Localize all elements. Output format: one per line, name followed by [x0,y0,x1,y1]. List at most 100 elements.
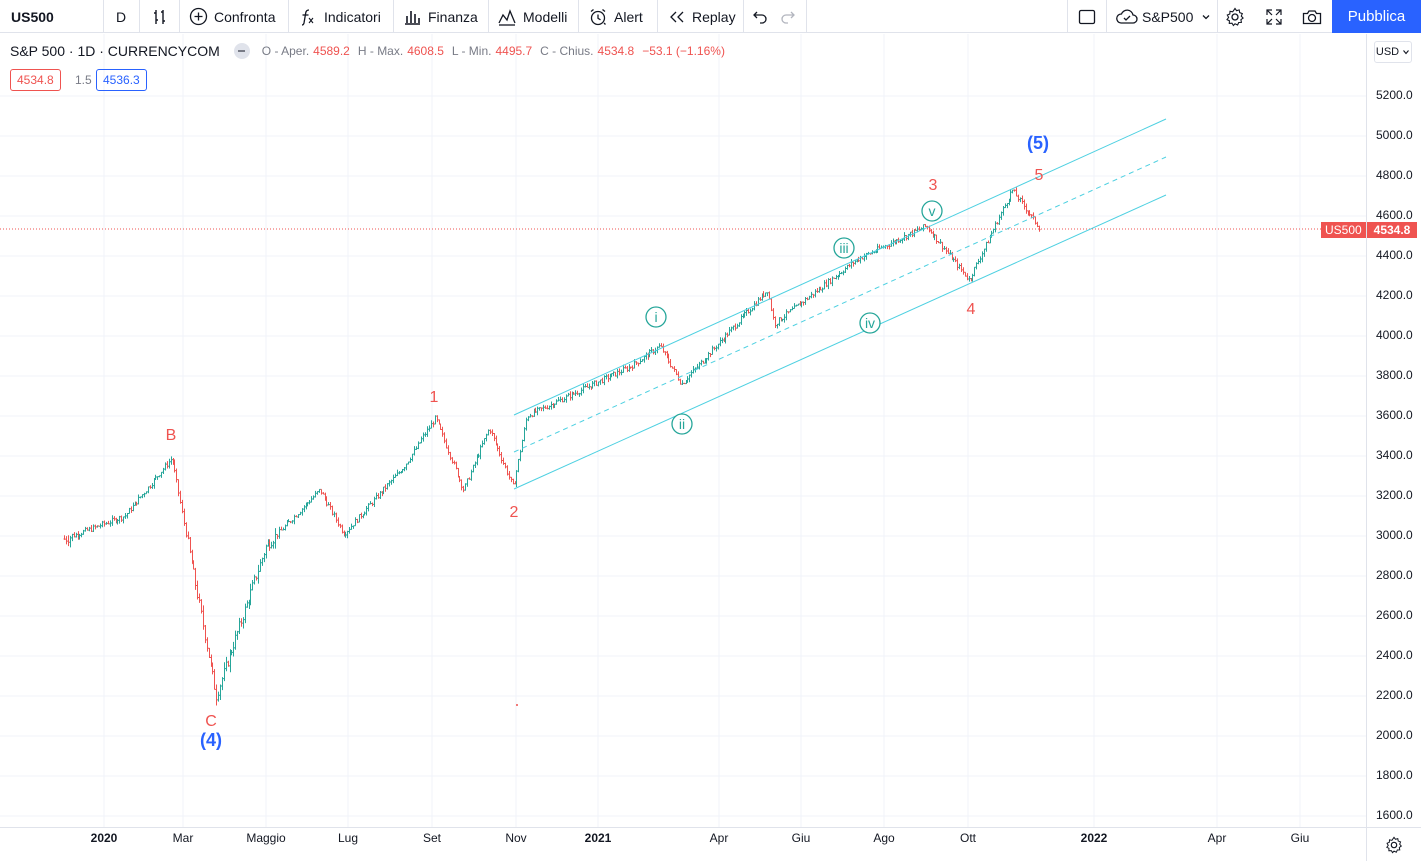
wave-label-(4): (4) [200,730,222,750]
time-tick-label: Lug [337,831,359,845]
high-value: 4608.5 [407,44,444,58]
rewind-icon [670,11,684,22]
alert-button[interactable]: Alert [588,0,643,33]
price-axis[interactable]: 5200.0 5000.0 4800.0 4600.0 4400.0 4200.0 4000… [1366,34,1421,827]
price-tick-label: 4200.0 [1376,288,1413,302]
wave-label-B: B [166,427,177,444]
symbol-name: US500 [11,8,54,25]
wave-label-1: 1 [430,389,439,406]
price-tick-label: 3400.0 [1376,448,1413,462]
wave-circle-iii [833,237,855,259]
close-value: 4534.8 [597,44,635,58]
indicators-button[interactable]: Indicatori [298,0,381,33]
wave-circle-v [921,200,943,222]
function-icon [301,8,314,26]
undo-button[interactable] [752,0,768,33]
templates-button[interactable]: Modelli [497,0,567,33]
alarm-clock-icon [590,8,606,25]
price-tick-label: 2800.0 [1376,568,1413,582]
axis-settings-button[interactable] [1366,827,1421,861]
wave-label-v: v [929,203,936,219]
publish-label: Pubblica [1347,8,1406,25]
interval-button[interactable]: D [116,0,126,33]
sell-button[interactable]: 4534.8 [10,69,61,91]
replay-button[interactable]: Replay [668,0,736,33]
wave-label-4: 4 [967,301,976,318]
wave-label-C: C [205,713,217,730]
compare-button[interactable]: Confronta [189,0,275,33]
symbol-search-button[interactable]: US500 [11,0,54,33]
open-label: O - Aper. [261,44,310,58]
price-tick-label: 4800.0 [1376,168,1413,182]
price-tick-label: 1800.0 [1376,768,1413,782]
save-layout-button[interactable]: S&P500 [1115,0,1211,33]
wave-label-2: 2 [510,504,519,521]
time-tick-label: Apr [709,831,729,845]
wave-circle-i [645,306,667,328]
wave-label-5: 5 [1035,167,1044,184]
redo-icon [781,11,795,24]
price-tick-label: 3000.0 [1376,528,1413,542]
time-tick-label: 2020 [90,831,118,845]
wave-label-ii: ii [679,416,685,432]
price-tick-label: 2000.0 [1376,728,1413,742]
time-tick-label: Nov [505,831,527,845]
gear-icon [1226,7,1244,26]
hide-legend-button[interactable] [233,43,250,59]
channel-mid-line [513,156,1167,453]
series-legend: S&P 500 · 1D · CURRENCYCOM O - Aper. 4589… [10,43,725,59]
symbol-price-tag: US500 [1321,222,1366,238]
time-tick-label: Mar [172,831,194,845]
buy-button[interactable]: 4536.3 [96,69,147,91]
fullscreen-button[interactable] [1264,0,1284,33]
currency-selector[interactable]: USD [1374,41,1412,63]
redo-button[interactable] [780,0,796,33]
wave-circle-iv [859,312,881,334]
price-tick-label: 4400.0 [1376,248,1413,262]
wave-label-3: 3 [929,177,938,194]
price-tick-label: 4600.0 [1376,208,1413,222]
layout-toggle-button[interactable] [1077,0,1097,33]
publish-button[interactable]: Pubblica [1332,0,1421,33]
time-tick-label: Set [422,831,442,845]
high-label: H - Max. [357,44,404,58]
plus-circle-icon [189,7,208,26]
price-tick-label: 4000.0 [1376,328,1413,342]
square-icon [1078,9,1096,24]
wave-label-iv: iv [865,315,875,331]
marker-dot [516,704,518,706]
compare-label: Confronta [214,8,276,25]
chevron-down-icon [1202,14,1210,19]
ohlc-values: O - Aper. 4589.2 H - Max. 4608.5 L - Min. 4… [262,44,725,58]
camera-icon [1302,9,1322,24]
time-tick-label: Apr [1207,831,1227,845]
time-tick-label: 2022 [1080,831,1108,845]
currency-label: USD [1375,46,1400,58]
snapshot-button[interactable] [1301,0,1323,33]
time-axis[interactable] [0,827,1366,861]
layout-name: S&P500 [1142,8,1194,25]
price-tick-label: 1600.0 [1376,808,1413,822]
last-price-tag: 4534.8 [1367,222,1417,238]
cloud-icon [1116,9,1138,24]
candle-style-icon [154,9,165,24]
wave-label-i: i [654,309,657,325]
undo-icon [753,11,767,24]
templates-label: Modelli [523,8,568,25]
replay-label: Replay [692,8,736,25]
time-tick-label: Ago [873,831,895,845]
time-tick-label: Ott [959,831,977,845]
change-value: −53.1 (−1.16%) [642,44,725,58]
price-tick-label: 2600.0 [1376,608,1413,622]
financials-button[interactable]: Finanza [403,0,478,33]
spread-value: 1.5 [75,73,92,87]
price-tick-label: 2400.0 [1376,648,1413,662]
price-tick-label: 3800.0 [1376,368,1413,382]
price-tick-label: 5000.0 [1376,128,1413,142]
price-tick-label: 2200.0 [1376,688,1413,702]
wave-label-(5): (5) [1027,133,1049,153]
bar-style-button[interactable] [151,0,169,33]
indicators-label: Indicatori [324,8,381,25]
settings-button[interactable] [1225,0,1245,33]
